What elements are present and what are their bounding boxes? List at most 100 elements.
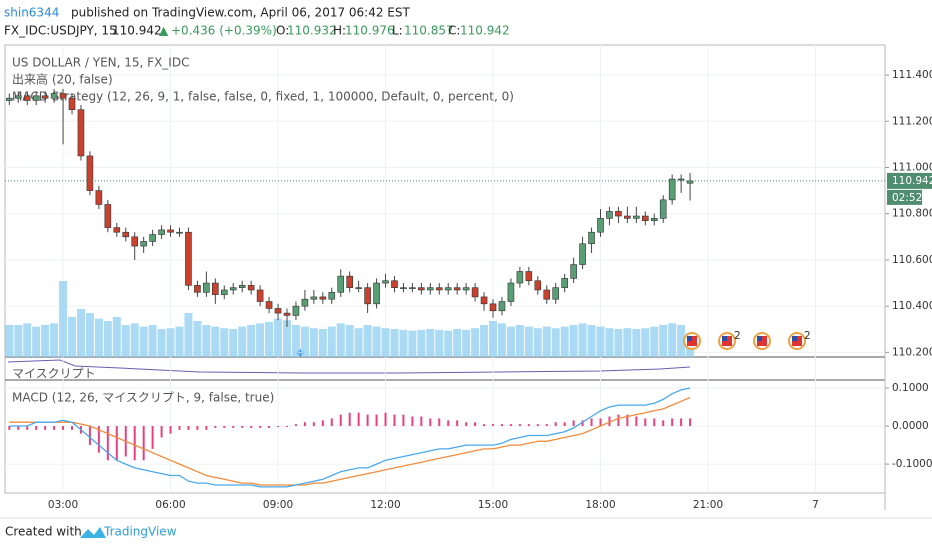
author[interactable]: shin6344: [4, 6, 59, 20]
x-tick-label: 7: [812, 499, 819, 511]
candle-body: [579, 243, 586, 265]
volume-bar: [220, 328, 229, 357]
candle-body: [507, 282, 515, 302]
candle-body: [328, 291, 336, 300]
candle-body: [543, 289, 551, 300]
histogram-bar: [214, 426, 217, 428]
histogram-bar: [97, 426, 100, 453]
symbol: FX_IDC:USDJPY, 15: [4, 24, 117, 38]
histogram-bar: [196, 426, 199, 430]
event-flag-canton: [687, 336, 692, 341]
candle-body: [176, 231, 183, 234]
volume-bar: [354, 328, 363, 357]
volume-bar: [614, 329, 623, 357]
candle-body: [552, 287, 560, 300]
histogram-bar: [599, 418, 602, 427]
candle-body: [77, 109, 85, 157]
volume-bar: [103, 321, 112, 357]
y-tick-label: -0.1000: [892, 458, 932, 470]
candle-body: [310, 296, 318, 300]
candle-body: [489, 303, 497, 312]
ohlc-value: 110.932: [287, 24, 337, 38]
volume-bar: [300, 326, 309, 357]
ohlc-value: 110.857: [404, 24, 454, 38]
histogram-bar: [268, 426, 271, 428]
histogram-bar: [447, 420, 450, 427]
countdown-label: 02:52: [892, 192, 922, 204]
candle-body: [113, 227, 121, 233]
candle-body: [373, 282, 380, 305]
histogram-bar: [474, 422, 477, 427]
legend-text: 出来高 (20, false): [12, 72, 113, 87]
candle-body: [203, 282, 210, 293]
volume-bar: [372, 326, 381, 357]
candle-body: [633, 215, 640, 219]
candle-body: [229, 287, 237, 291]
histogram-bar: [366, 414, 369, 427]
histogram-bar: [680, 418, 683, 427]
candle-body: [5, 97, 13, 101]
candle-body: [435, 287, 443, 291]
y-tick-label: 110.200: [892, 346, 932, 358]
candle-body: [212, 282, 219, 295]
volume-bar: [632, 329, 641, 357]
candle-body: [265, 301, 273, 309]
histogram-bar: [277, 426, 280, 428]
candle-body: [418, 287, 425, 291]
histogram-bar: [590, 418, 593, 427]
volume-bar: [274, 318, 283, 357]
volume-bar: [202, 325, 211, 357]
x-tick-label: 18:00: [585, 499, 615, 511]
candle-body: [50, 93, 58, 99]
histogram-bar: [500, 424, 503, 427]
histogram-bar: [375, 414, 378, 427]
volume-bar: [641, 328, 650, 357]
volume-bar: [166, 328, 175, 357]
candle-body: [238, 285, 246, 288]
histogram-bar: [411, 416, 414, 427]
y-tick-label: 110.800: [892, 208, 932, 220]
volume-bar: [23, 323, 32, 357]
histogram-bar: [259, 426, 262, 428]
volume-bar: [659, 325, 668, 357]
event-flag-canton: [792, 336, 797, 341]
y-tick-label: 110.600: [892, 254, 932, 266]
histogram-bar: [303, 422, 306, 427]
volume-bar: [265, 321, 274, 357]
candle-body: [68, 97, 76, 111]
histogram-bar: [232, 426, 235, 428]
last-price-label: 110.942: [892, 175, 932, 187]
candle-body: [301, 298, 309, 307]
candle-body: [364, 287, 371, 305]
histogram-bar: [133, 426, 136, 461]
candle-body: [86, 155, 94, 191]
volume-bar: [497, 323, 506, 357]
histogram-bar: [294, 424, 297, 427]
histogram-bar: [285, 426, 288, 428]
volume-bar: [533, 328, 542, 357]
candle-body: [400, 287, 407, 289]
tradingview-logo: [80, 527, 106, 538]
candle-body: [319, 296, 327, 300]
volume-bar: [175, 326, 184, 357]
histogram-bar: [438, 418, 441, 427]
candle-body: [346, 275, 353, 288]
volume-bar: [623, 328, 632, 357]
ohlc-value: 110.976: [345, 24, 395, 38]
histogram-bar: [581, 420, 584, 427]
candle-body: [140, 241, 147, 247]
histogram-bar: [527, 424, 530, 427]
x-tick-label: 21:00: [693, 499, 723, 511]
volume-bar: [309, 328, 318, 357]
candle-body: [427, 287, 434, 291]
candle-body: [606, 211, 613, 219]
x-tick-label: 15:00: [478, 499, 508, 511]
footer-brand[interactable]: TradingView: [103, 525, 177, 539]
histogram-bar: [671, 418, 674, 427]
volume-bar: [596, 326, 605, 357]
volume-bar: [5, 325, 14, 357]
candle-body: [686, 180, 694, 184]
change: +0.436 (+0.39%): [171, 24, 277, 38]
volume-bar: [229, 329, 238, 357]
